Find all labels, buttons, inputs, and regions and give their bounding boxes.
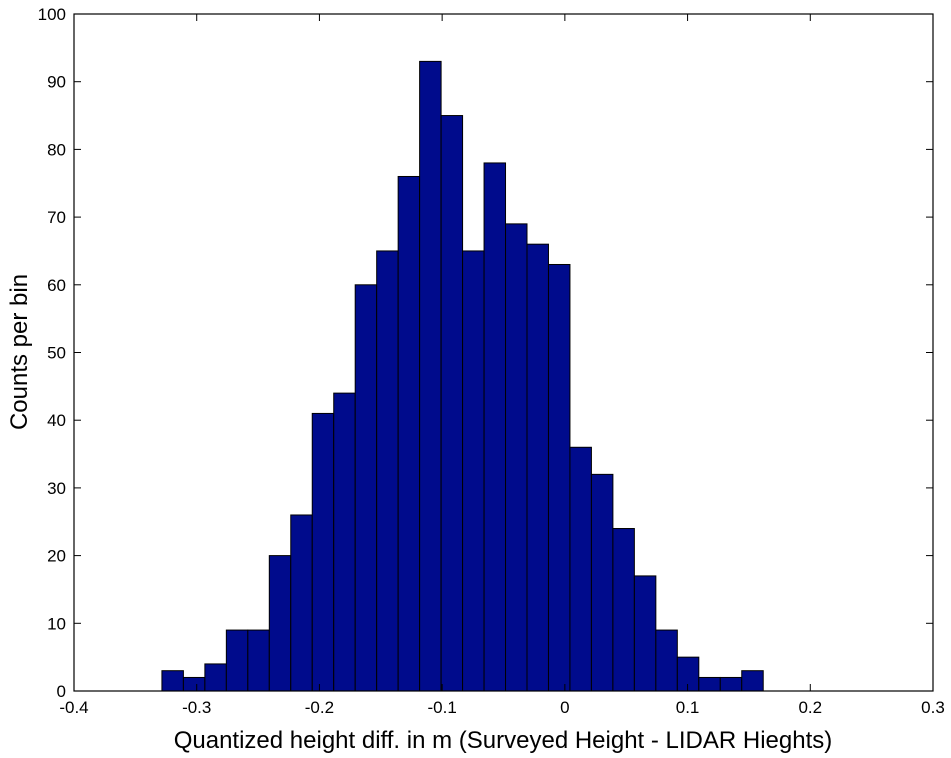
histogram-bar [397,175,421,692]
histogram-bar [204,663,227,692]
y-tick-label: 30 [47,479,66,498]
x-tick-label: 0.3 [921,698,945,717]
x-tick-label: 0.1 [676,698,700,717]
histogram-bar [462,250,485,692]
histogram-bar [247,629,270,692]
histogram-bar [440,115,464,692]
histogram-bar [590,473,614,692]
x-tick-label: -0.2 [305,698,334,717]
histogram-bar [311,412,335,692]
histogram-bar [225,629,249,692]
histogram-bar [376,250,399,692]
x-tick-label: -0.4 [59,698,88,717]
y-tick-label: 60 [47,276,66,295]
histogram-bar [268,555,292,692]
histogram-bar [419,60,442,692]
y-tick-label: 40 [47,411,66,430]
y-axis-ticks: 0 10 20 30 40 50 60 70 80 90 100 [38,5,933,701]
histogram-bar [505,223,528,692]
histogram-bar [547,263,571,692]
histogram-bar [182,676,206,692]
y-tick-label: 100 [38,5,66,24]
histogram-bar [483,162,507,692]
y-tick-label: 70 [47,208,66,227]
histogram-bar [698,676,721,692]
x-tick-label: -0.3 [182,698,211,717]
x-tick-label: 0.2 [798,698,822,717]
histogram-bar [290,514,313,692]
histogram-bar [741,670,764,692]
histogram-bar [526,243,549,692]
x-axis-title: Quantized height diff. in m (Surveyed He… [174,727,833,754]
histogram-bar [719,676,743,692]
histogram-bar [161,670,184,692]
histogram-bar [655,629,678,692]
y-axis-title: Counts per bin [6,274,33,430]
histogram-bar [569,446,592,692]
y-tick-label: 50 [47,344,66,363]
histogram-bar [354,284,378,692]
x-axis-ticks: -0.4 -0.3 -0.2 -0.1 0 0.1 0.2 0.3 [59,14,945,717]
y-tick-label: 90 [47,73,66,92]
x-tick-label: 0 [560,698,569,717]
histogram-bar [633,575,657,692]
histogram-bar [612,528,635,692]
histogram-bar [333,392,356,692]
y-tick-label: 80 [47,140,66,159]
bars-group [161,60,764,692]
x-tick-label: -0.1 [427,698,456,717]
y-tick-label: 10 [47,614,66,633]
y-tick-label: 20 [47,547,66,566]
y-tick-label: 0 [57,682,66,701]
